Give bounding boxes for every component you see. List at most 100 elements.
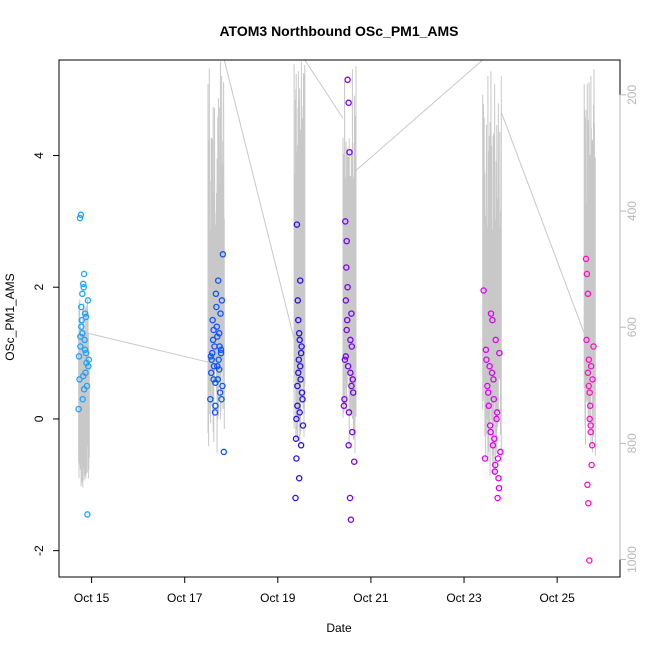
- data-point: [296, 362, 304, 370]
- data-point: [296, 409, 303, 416]
- data-point: [75, 353, 83, 360]
- data-point: [83, 359, 90, 367]
- data-point: [78, 323, 85, 330]
- data-point: [587, 422, 594, 429]
- data-point: [217, 310, 224, 317]
- data-point: [207, 395, 214, 403]
- data-point: [346, 148, 353, 156]
- data-point: [341, 395, 348, 403]
- data-point: [214, 333, 221, 340]
- data-point: [349, 376, 357, 383]
- data-point: [344, 362, 352, 370]
- x-tick-label: Oct 17: [167, 591, 203, 605]
- altitude-transit-0: [86, 332, 209, 363]
- y-tick-label: -2: [32, 545, 46, 556]
- data-point: [483, 356, 490, 363]
- data-point: [294, 297, 302, 304]
- data-point: [295, 474, 303, 482]
- altitude-series: [78, 60, 596, 488]
- data-point: [77, 211, 85, 219]
- data-point: [294, 402, 301, 410]
- data-point: [349, 428, 356, 436]
- data-point: [346, 494, 354, 502]
- data-point: [299, 422, 307, 429]
- data-point: [494, 455, 502, 462]
- data-point: [588, 461, 595, 469]
- data-point: [495, 474, 502, 482]
- data-point: [493, 415, 500, 423]
- data-point: [348, 382, 355, 390]
- y2-tick-label: 800: [625, 433, 639, 453]
- data-point: [217, 346, 225, 354]
- data-point: [584, 369, 592, 377]
- data-point: [343, 264, 350, 271]
- data-point: [587, 362, 595, 370]
- data-point: [345, 99, 352, 107]
- data-point: [486, 362, 493, 370]
- altitude-transit-4: [500, 112, 585, 334]
- data-point: [212, 402, 219, 410]
- data-point: [590, 343, 597, 350]
- data-point: [295, 330, 303, 337]
- data-point: [349, 389, 357, 396]
- data-point: [220, 448, 228, 456]
- data-point: [207, 369, 215, 377]
- data-point: [496, 349, 503, 357]
- series-5: [582, 255, 597, 564]
- data-point: [297, 442, 305, 449]
- x-tick-label: Oct 25: [539, 591, 575, 605]
- data-point: [212, 379, 219, 386]
- data-point: [298, 389, 306, 396]
- chart-title: ATOM3 Northbound OSc_PM1_AMS: [219, 23, 458, 39]
- data-point: [295, 369, 302, 377]
- data-point: [584, 481, 591, 489]
- series-3: [340, 76, 358, 523]
- data-point: [586, 415, 593, 423]
- data-point: [495, 484, 503, 492]
- data-point: [342, 297, 350, 304]
- data-point: [82, 349, 90, 357]
- data-point: [585, 499, 592, 507]
- data-point: [493, 409, 501, 416]
- data-point: [583, 336, 590, 344]
- x-tick-label: Oct 15: [74, 591, 110, 605]
- data-point: [77, 333, 84, 340]
- data-point: [347, 336, 354, 344]
- data-point: [344, 283, 351, 291]
- data-point: [341, 356, 349, 363]
- data-point: [299, 395, 306, 403]
- data-point: [79, 395, 86, 403]
- series-0: [75, 211, 93, 518]
- data-point: [295, 316, 302, 324]
- data-point: [589, 376, 596, 383]
- altitude-flight-4: [482, 71, 502, 476]
- data-point: [80, 386, 88, 393]
- axes: Oct 15 Oct 17 Oct 19 Oct 21 Oct 23 Oct 25 -2 0 2…: [32, 59, 639, 605]
- data-point: [480, 287, 487, 294]
- data-point: [348, 343, 356, 350]
- data-point: [587, 428, 594, 436]
- data-point: [79, 280, 87, 288]
- y-tick-label: 0: [32, 415, 46, 422]
- altitude-transit-3: [355, 60, 483, 171]
- data-point: [490, 395, 498, 403]
- data-point: [211, 409, 219, 416]
- data-point: [218, 395, 225, 403]
- data-point: [586, 402, 594, 410]
- data-point: [292, 494, 299, 502]
- data-point: [492, 336, 499, 344]
- data-point: [81, 310, 89, 317]
- data-point: [81, 346, 89, 354]
- data-point: [586, 389, 593, 396]
- data-point: [216, 389, 224, 396]
- y-tick-label: 2: [32, 284, 46, 291]
- data-point: [343, 316, 351, 324]
- data-point: [582, 255, 590, 263]
- data-point: [208, 349, 216, 357]
- x-tick-label: Oct 21: [353, 591, 389, 605]
- data-point: [342, 218, 349, 225]
- x-tick-label: Oct 23: [446, 591, 482, 605]
- data-point: [85, 362, 92, 370]
